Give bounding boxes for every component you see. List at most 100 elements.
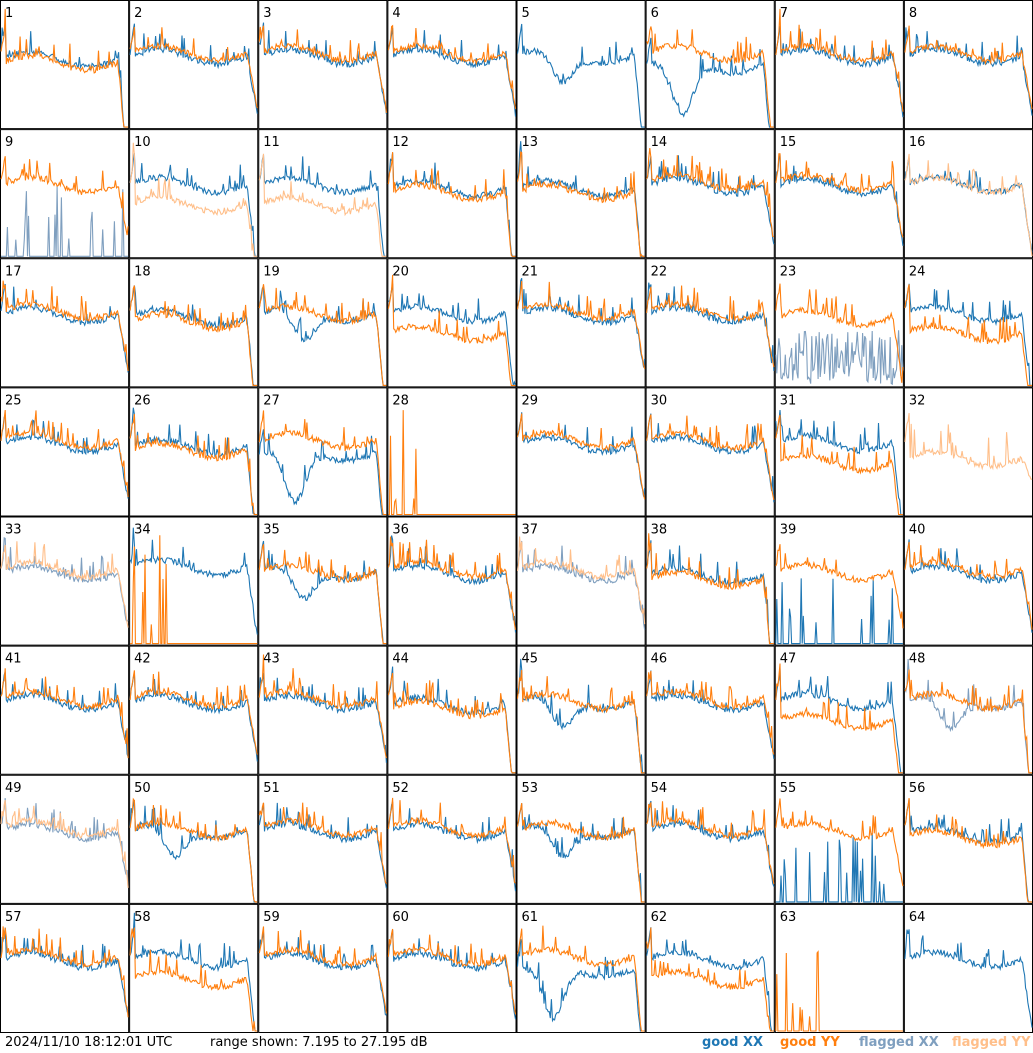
panel-14: 14	[645, 129, 775, 259]
panel-label: 38	[651, 523, 668, 538]
series-good-yy	[646, 670, 775, 755]
series-good-yy	[387, 152, 516, 257]
panel-frame	[387, 0, 517, 130]
series-good-xx	[904, 929, 1033, 1028]
series-good-xx	[646, 927, 774, 1032]
panel-7: 7	[774, 0, 904, 130]
series-good-xx	[258, 672, 387, 763]
panel-label: 58	[134, 910, 151, 925]
panel-label: 61	[522, 910, 539, 925]
series-good-yy	[0, 926, 129, 1018]
panel-46: 46	[645, 645, 775, 775]
series-good-yy	[775, 414, 903, 516]
panel-frame	[516, 516, 646, 646]
panel-frame	[258, 774, 388, 904]
panel-frame	[903, 0, 1033, 130]
panel-45: 45	[516, 645, 646, 775]
series-good-xx	[904, 27, 1033, 116]
series-flagged-xx	[0, 798, 129, 888]
series-good-yy	[0, 156, 129, 236]
series-good-xx	[775, 578, 903, 645]
series-good-yy	[387, 797, 516, 884]
series-good-xx	[0, 671, 129, 758]
panel-label: 16	[909, 135, 926, 150]
panel-label: 28	[392, 393, 409, 408]
panel-label: 31	[780, 393, 797, 408]
series-good-xx	[646, 540, 774, 645]
series-good-xx	[775, 409, 903, 516]
series-good-yy	[129, 26, 258, 109]
panel-18: 18	[129, 258, 259, 388]
panel-frame	[387, 258, 517, 388]
legend-good-xx: good XX	[702, 1035, 764, 1050]
series-good-xx	[387, 535, 517, 633]
panel-frame	[387, 774, 517, 904]
panel-label: 37	[522, 523, 539, 538]
legend-good-yy: good YY	[780, 1035, 840, 1050]
series-flagged-xx	[775, 330, 904, 386]
panel-label: 25	[5, 393, 22, 408]
legend-flagged-xx: flagged XX	[859, 1035, 939, 1050]
panel-39: 39	[774, 516, 904, 646]
series-good-xx	[516, 938, 645, 1032]
panel-frame	[903, 129, 1033, 259]
panel-label: 60	[392, 910, 409, 925]
panel-3: 3	[258, 0, 388, 130]
panel-label: 12	[392, 135, 409, 150]
panel-frame	[0, 774, 130, 904]
legend-flagged-yy: flagged YY	[952, 1035, 1031, 1050]
series-good-yy	[775, 663, 903, 774]
series-good-yy	[516, 669, 645, 774]
panel-47: 47	[774, 645, 904, 775]
panel-55: 55	[774, 774, 904, 904]
panel-23: 23	[774, 258, 904, 388]
series-good-xx	[129, 23, 258, 114]
series-flagged-yy	[258, 153, 387, 257]
panel-frame	[0, 129, 130, 259]
series-good-yy	[775, 950, 903, 1032]
series-good-xx	[516, 412, 646, 497]
series-good-yy	[258, 544, 387, 645]
series-good-yy	[775, 8, 904, 112]
panel-frame	[903, 903, 1033, 1033]
series-good-yy	[904, 798, 1032, 903]
panel-frame	[387, 903, 517, 1033]
series-good-yy	[129, 285, 258, 386]
series-good-yy	[387, 24, 517, 109]
panel-label: 48	[909, 652, 926, 667]
panel-58: 58	[129, 903, 259, 1033]
panel-26: 26	[129, 387, 259, 517]
panel-1: 1	[0, 0, 130, 130]
panel-40: 40	[903, 516, 1033, 646]
series-good-xx	[129, 153, 258, 257]
series-good-yy	[646, 414, 775, 501]
series-good-xx	[387, 929, 517, 1020]
panel-label: 26	[134, 393, 151, 408]
series-good-xx	[646, 413, 775, 503]
panel-54: 54	[645, 774, 775, 904]
panel-20: 20	[387, 258, 517, 388]
panel-label: 20	[392, 264, 409, 279]
series-good-xx	[258, 429, 387, 516]
series-flagged-yy	[129, 142, 258, 257]
series-good-xx	[258, 540, 387, 645]
panel-frame	[0, 516, 130, 646]
series-good-yy	[130, 535, 258, 645]
series-good-yy	[646, 927, 774, 1032]
panel-63: 63	[774, 903, 904, 1033]
panel-frame	[903, 516, 1033, 646]
panel-42: 42	[129, 645, 259, 775]
panel-label: 63	[780, 910, 797, 925]
panel-label: 59	[263, 910, 280, 925]
panel-frame	[516, 258, 646, 388]
series-flagged-xx	[904, 658, 1032, 774]
panel-label: 35	[263, 523, 280, 538]
panel-17: 17	[0, 258, 130, 388]
series-good-xx	[129, 912, 258, 1032]
series-good-yy	[516, 413, 646, 500]
panel-label: 30	[651, 393, 668, 408]
panel-frame	[0, 645, 130, 775]
series-good-yy	[387, 672, 516, 774]
panel-51: 51	[258, 774, 388, 904]
panel-56: 56	[903, 774, 1033, 904]
